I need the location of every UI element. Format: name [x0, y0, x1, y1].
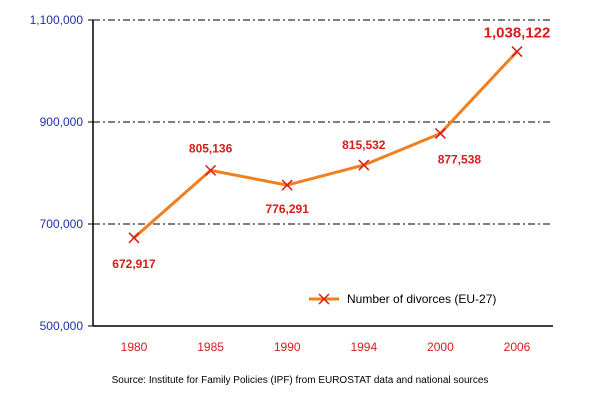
legend: Number of divorces (EU-27)	[309, 292, 496, 306]
legend-marker	[318, 293, 330, 305]
marker-stroke	[511, 46, 523, 58]
marker-stroke	[281, 179, 293, 191]
marker-stroke	[128, 232, 140, 244]
x-tick-label: 1990	[274, 340, 301, 354]
data-point-marker	[205, 164, 217, 176]
data-label: 1,038,122	[484, 25, 551, 42]
legend-label: Number of divorces (EU-27)	[347, 292, 496, 306]
data-point-marker	[511, 46, 523, 58]
x-tick-label: 1985	[197, 340, 224, 354]
x-tick-label: 2006	[504, 340, 531, 354]
source-note: Source: Institute for Family Policies (I…	[112, 375, 489, 386]
y-tick-label: 900,000	[40, 115, 84, 129]
marker-stroke	[205, 164, 217, 176]
y-tick-label: 700,000	[40, 217, 84, 231]
x-tick-label: 2000	[427, 340, 454, 354]
x-tick-label: 1994	[350, 340, 377, 354]
data-point-marker	[281, 179, 293, 191]
data-point-marker	[128, 232, 140, 244]
series-line	[133, 50, 519, 239]
marker-stroke	[434, 127, 446, 139]
y-tick-label: 1,100,000	[30, 13, 84, 27]
data-label: 815,532	[342, 138, 386, 152]
data-point-marker	[434, 127, 446, 139]
data-label: 805,136	[189, 141, 233, 155]
data-label: 672,917	[112, 257, 156, 271]
x-tick-label: 1980	[121, 340, 148, 354]
data-label: 776,291	[266, 202, 310, 216]
marker-stroke	[358, 159, 370, 171]
y-tick-label: 500,000	[40, 319, 84, 333]
data-label: 877,538	[438, 152, 482, 166]
data-point-marker	[358, 159, 370, 171]
